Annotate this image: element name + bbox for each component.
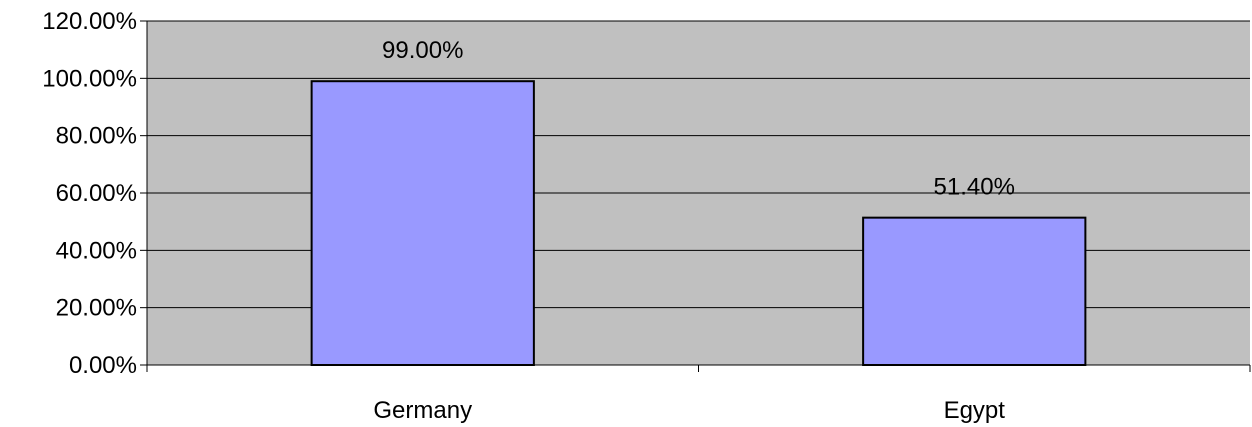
data-label: 99.00% xyxy=(382,37,463,64)
y-tick-label: 40.00% xyxy=(56,237,137,264)
bar-germany xyxy=(310,80,535,366)
y-tick-label: 20.00% xyxy=(56,295,137,322)
bar-egypt xyxy=(862,216,1087,366)
bars xyxy=(310,80,1087,366)
y-tick-label: 0.00% xyxy=(69,352,137,379)
axes xyxy=(140,20,1251,372)
y-tick-label: 100.00% xyxy=(42,65,137,92)
data-label: 51.40% xyxy=(934,174,1015,201)
data-labels: 99.00% 51.40% xyxy=(382,37,1015,200)
x-category-label: Egypt xyxy=(944,397,1006,424)
x-axis-category-labels: Germany Egypt xyxy=(373,397,1005,424)
y-axis-tick-labels: 0.00% 20.00% 40.00% 60.00% 80.00% 100.00% 120.… xyxy=(42,8,137,379)
y-tick-label: 80.00% xyxy=(56,123,137,150)
y-tick-label: 60.00% xyxy=(56,180,137,207)
x-category-label: Germany xyxy=(373,397,472,424)
y-tick-label: 120.00% xyxy=(42,8,137,35)
